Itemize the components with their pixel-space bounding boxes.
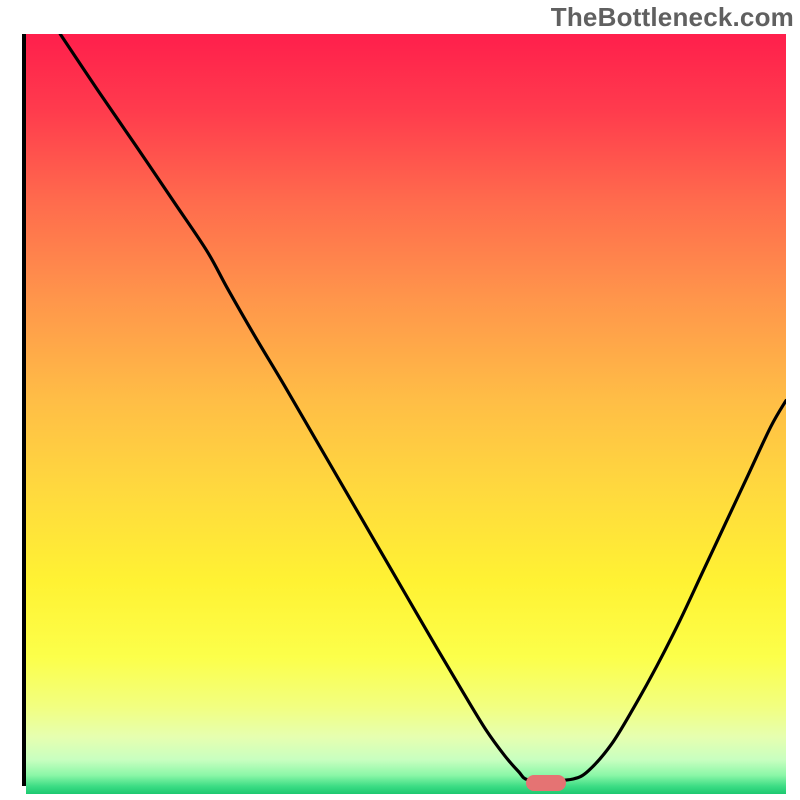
plot-area bbox=[22, 34, 786, 786]
bottleneck-curve bbox=[26, 34, 786, 782]
optimum-marker bbox=[526, 775, 566, 791]
bottleneck-chart: TheBottleneck.com bbox=[0, 0, 800, 800]
watermark-text: TheBottleneck.com bbox=[551, 2, 794, 33]
